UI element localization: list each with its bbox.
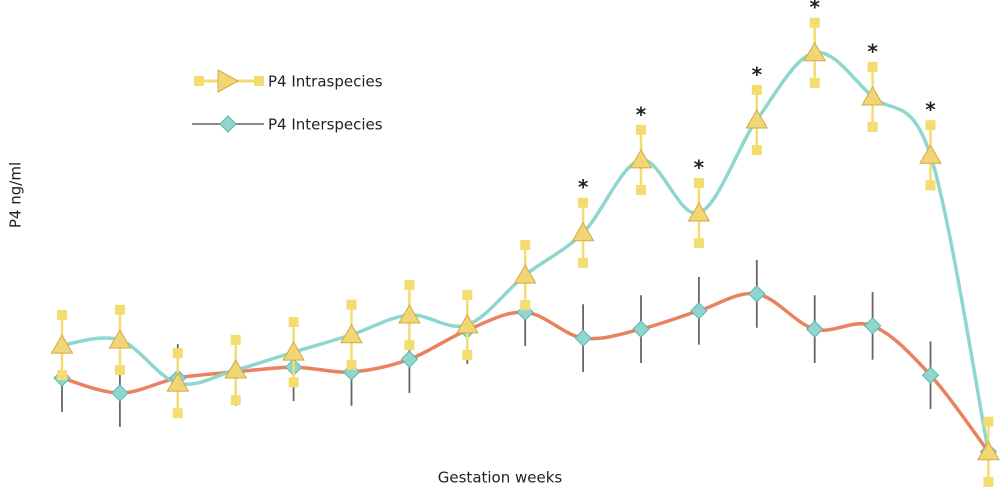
error-cap bbox=[57, 370, 67, 381]
y-axis-label: P4 ng/ml bbox=[7, 162, 25, 228]
marker bbox=[861, 85, 884, 106]
legend-marker bbox=[219, 115, 237, 133]
marker bbox=[111, 384, 129, 402]
error-cap bbox=[867, 61, 878, 72]
error-cap bbox=[404, 340, 415, 351]
error-cap bbox=[578, 257, 589, 268]
error-cap bbox=[867, 122, 878, 133]
x-axis-label: Gestation weeks bbox=[438, 469, 563, 487]
error-cap bbox=[751, 145, 762, 156]
error-cap bbox=[983, 416, 994, 427]
significance-label: * bbox=[578, 175, 589, 199]
error-cap bbox=[636, 185, 646, 196]
marker bbox=[571, 221, 595, 242]
error-cap bbox=[925, 120, 936, 131]
marker bbox=[629, 148, 653, 169]
error-cap bbox=[520, 240, 531, 250]
error-cap bbox=[751, 84, 762, 95]
marker bbox=[574, 329, 592, 347]
error-cap bbox=[925, 180, 936, 191]
marker bbox=[398, 304, 421, 324]
error-cap bbox=[346, 299, 357, 310]
significance-label: * bbox=[694, 155, 705, 179]
marker bbox=[863, 317, 882, 335]
error-cap bbox=[172, 348, 183, 359]
error-cap bbox=[578, 197, 589, 208]
marker bbox=[166, 372, 190, 392]
legend-label: P4 Intraspecies bbox=[268, 73, 383, 91]
error-cap bbox=[114, 304, 125, 315]
error-cap bbox=[462, 289, 473, 300]
significance-label: * bbox=[809, 0, 820, 19]
error-cap bbox=[636, 124, 646, 135]
marker bbox=[919, 144, 942, 164]
marker bbox=[748, 285, 766, 303]
marker bbox=[340, 323, 363, 344]
marker bbox=[455, 313, 479, 334]
legend-marker bbox=[217, 69, 240, 93]
significance-label: * bbox=[636, 102, 647, 126]
significance-label: * bbox=[752, 62, 763, 86]
significance-label: * bbox=[925, 98, 936, 122]
marker bbox=[803, 41, 827, 62]
marker bbox=[921, 366, 940, 384]
marker bbox=[282, 341, 305, 361]
marker bbox=[805, 320, 824, 338]
error-cap bbox=[114, 365, 125, 376]
error-cap bbox=[520, 300, 531, 311]
marker bbox=[50, 334, 74, 354]
marker bbox=[687, 202, 711, 222]
significance-label: * bbox=[867, 39, 878, 63]
marker bbox=[513, 264, 537, 284]
marker bbox=[690, 302, 708, 320]
error-cap bbox=[288, 317, 299, 328]
error-cap bbox=[172, 408, 183, 419]
legend-cap bbox=[254, 76, 264, 86]
error-cap bbox=[809, 77, 820, 88]
marker bbox=[224, 359, 248, 379]
legend-label: P4 Interspecies bbox=[268, 116, 383, 134]
error-cap bbox=[693, 238, 704, 249]
error-cap bbox=[983, 476, 994, 487]
error-cap bbox=[230, 334, 241, 345]
error-cap bbox=[57, 310, 67, 321]
error-cap bbox=[288, 377, 299, 388]
marker bbox=[108, 328, 132, 349]
marker bbox=[745, 108, 769, 129]
error-cap bbox=[693, 177, 704, 188]
error-cap bbox=[462, 349, 473, 360]
legend-item: P4 Interspecies bbox=[192, 115, 383, 134]
legend-cap bbox=[194, 76, 204, 86]
error-cap bbox=[230, 395, 241, 406]
error-cap bbox=[404, 279, 415, 290]
error-cap bbox=[809, 17, 820, 28]
marker bbox=[632, 320, 650, 338]
marker bbox=[400, 350, 419, 368]
error-cap bbox=[346, 359, 357, 370]
marker bbox=[977, 440, 1000, 461]
legend-item: P4 Intraspecies bbox=[194, 69, 383, 93]
